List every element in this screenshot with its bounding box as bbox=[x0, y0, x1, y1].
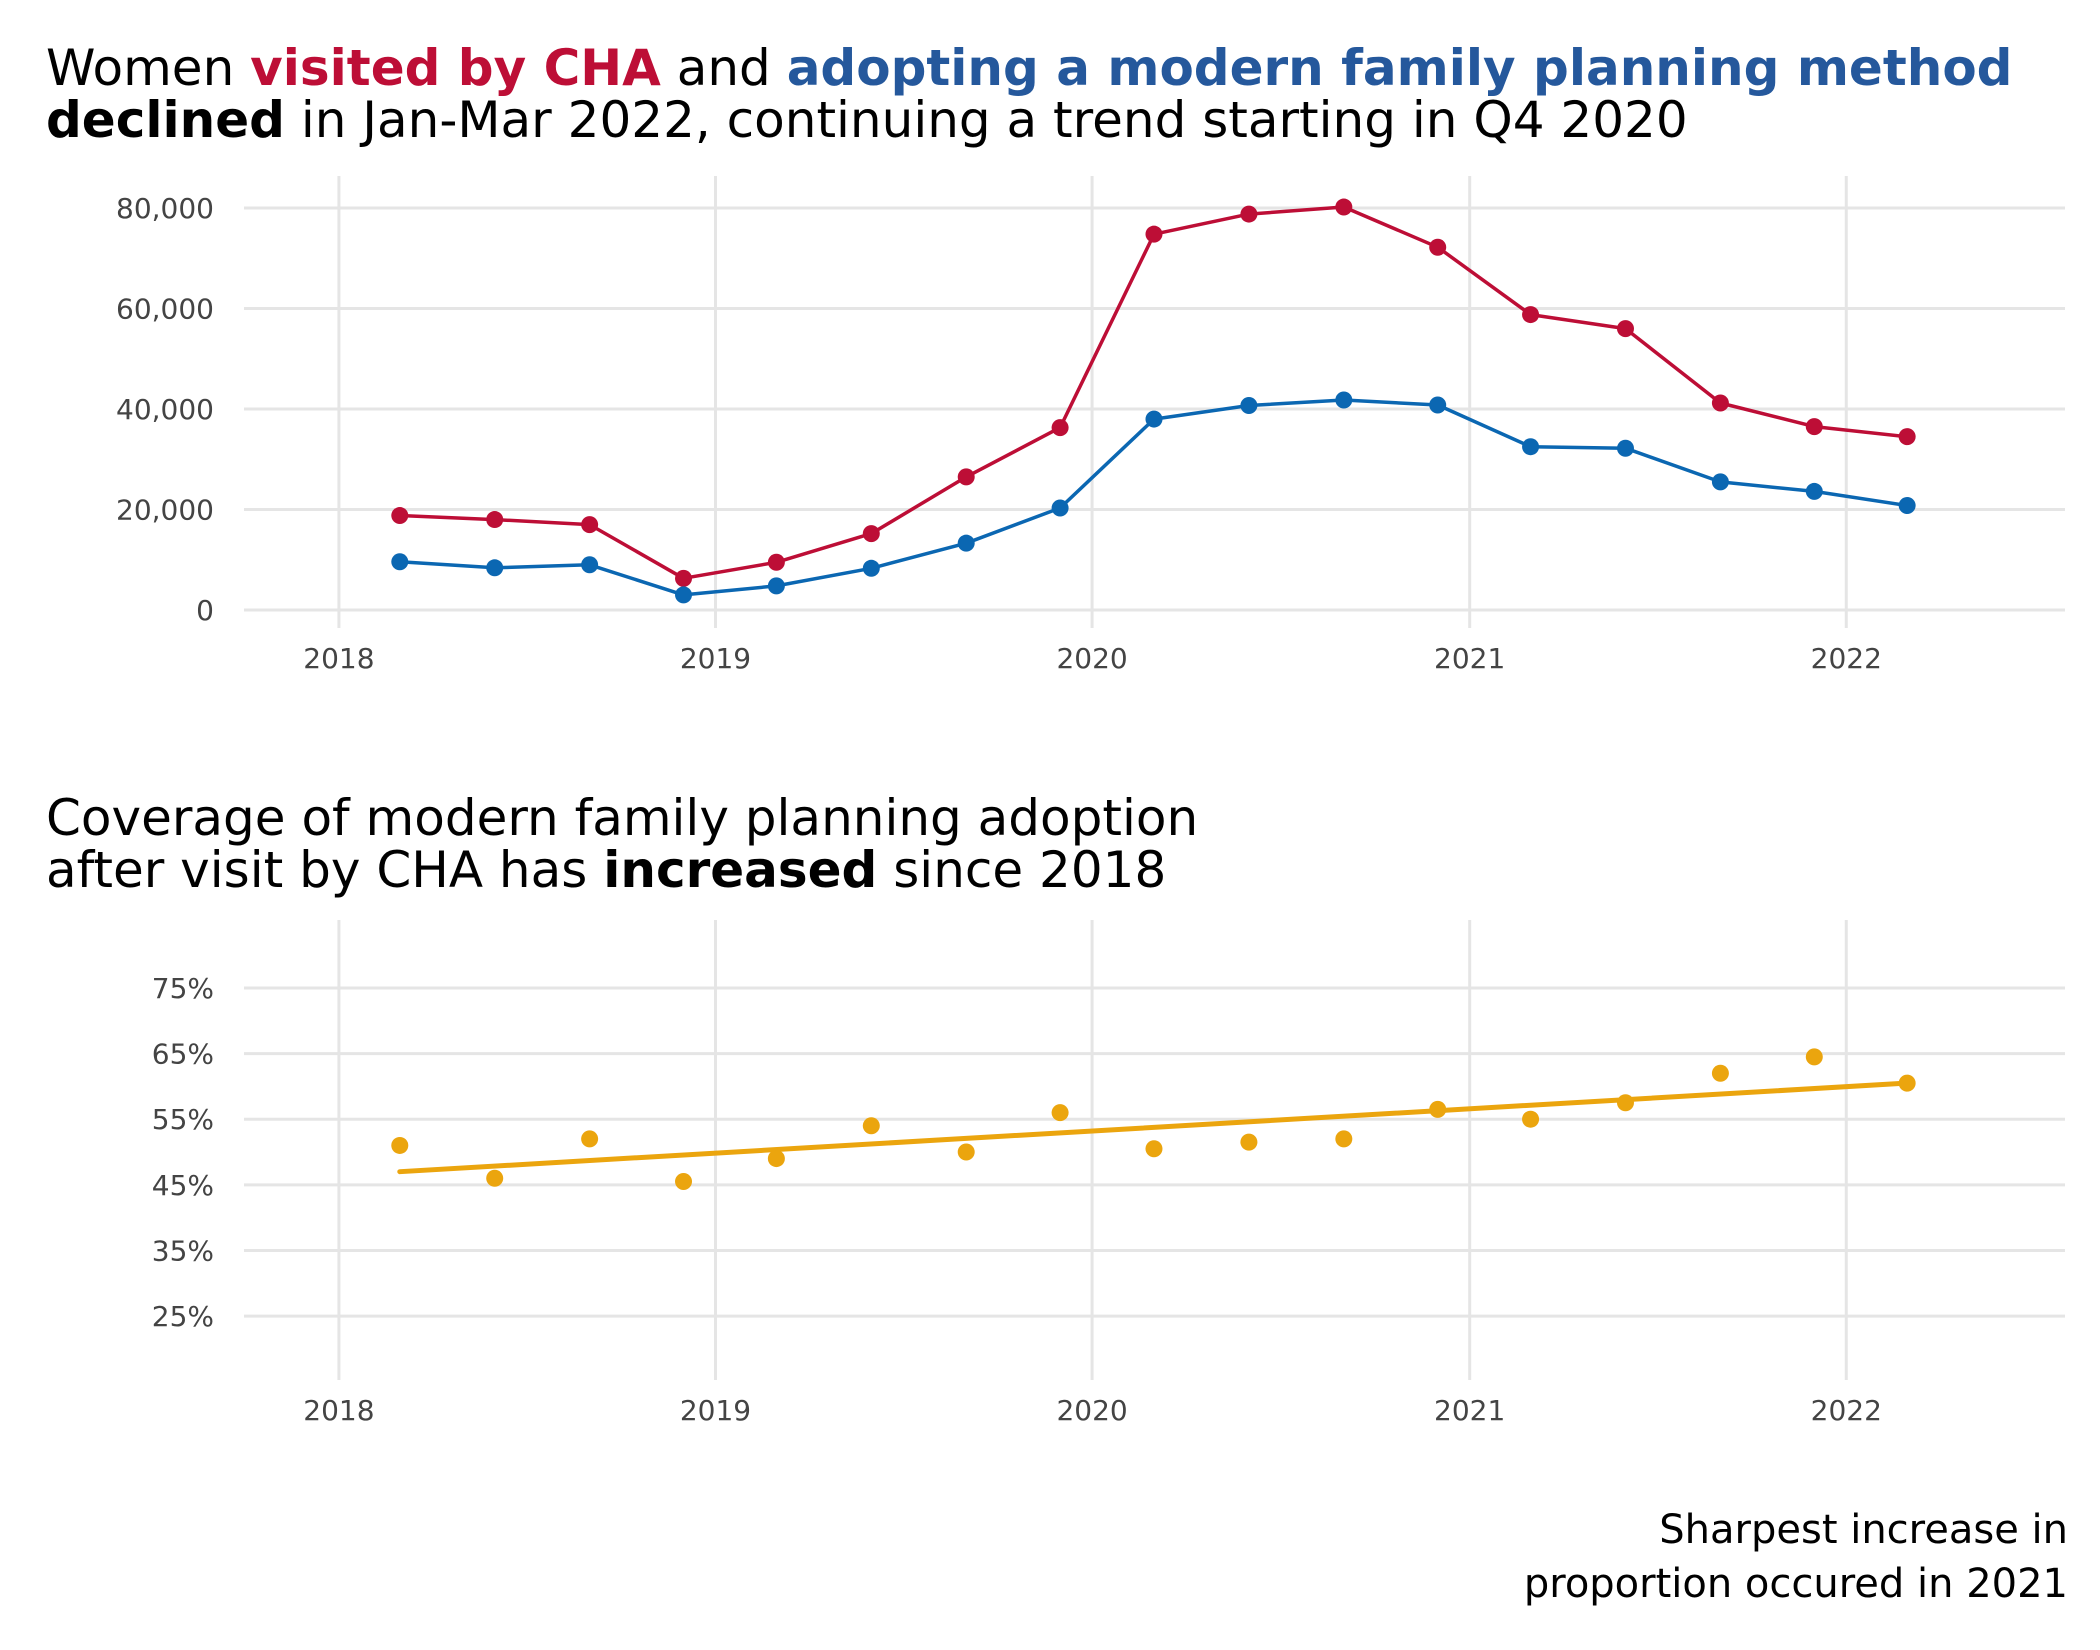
top-chart-xtick-label: 2020 bbox=[1056, 642, 1127, 675]
bottom-scatter-chart: 25% 35% 45% 55% 65% 75% 2018 2019 2020 2021 2022 bbox=[152, 920, 2065, 1427]
top-title-line2: declined in Jan-Mar 2022, continuing a t… bbox=[46, 94, 2012, 146]
title-increased-bold: increased bbox=[603, 841, 878, 899]
bottom-title-line1: Coverage of modern family planning adopt… bbox=[46, 789, 1199, 847]
top-chart-series-0-point bbox=[1335, 198, 1353, 216]
title-text: in Jan-Mar 2022, continuing a trend star… bbox=[284, 91, 1688, 149]
top-chart-series-0-point bbox=[391, 507, 409, 525]
top-chart-series-0-point bbox=[1145, 225, 1163, 243]
top-chart-series-0-point bbox=[581, 516, 599, 534]
bottom-chart-ytick-label: 45% bbox=[152, 1169, 214, 1202]
top-chart-ytick-label: 40,000 bbox=[116, 393, 214, 426]
bottom-chart-xtick-label: 2022 bbox=[1811, 1394, 1882, 1427]
bottom-chart-series-0-point bbox=[1145, 1140, 1163, 1158]
title-text: since 2018 bbox=[877, 841, 1167, 899]
caption-line1: Sharpest increase in bbox=[1659, 1507, 2068, 1553]
title-text: Women bbox=[46, 39, 251, 97]
top-chart-series-1-point bbox=[1898, 496, 1916, 514]
bottom-chart-ytick-label: 65% bbox=[152, 1038, 214, 1071]
top-chart-series-1-point bbox=[862, 559, 880, 577]
top-chart-series-1-point bbox=[1240, 397, 1258, 415]
bottom-chart-trend-line bbox=[397, 1080, 1910, 1175]
bottom-chart-series-0-point bbox=[767, 1150, 785, 1168]
top-chart-ytick-label: 60,000 bbox=[116, 293, 214, 326]
bottom-chart-ytick-label: 25% bbox=[152, 1300, 214, 1333]
title-text: and bbox=[660, 39, 787, 97]
top-chart-series-0-point bbox=[1240, 205, 1258, 223]
top-chart-series-0-point bbox=[767, 553, 785, 571]
bottom-chart-series-0-point bbox=[957, 1143, 975, 1161]
bottom-chart-xtick-label: 2019 bbox=[680, 1394, 751, 1427]
top-chart-ytick-label: 20,000 bbox=[116, 494, 214, 527]
top-chart-series-0-point bbox=[1429, 238, 1447, 256]
bottom-chart-series-0-point bbox=[1335, 1130, 1353, 1148]
top-chart-series-0-point bbox=[1898, 428, 1916, 446]
top-chart-xtick-label: 2021 bbox=[1434, 642, 1505, 675]
top-chart-series-1-point bbox=[1711, 473, 1729, 491]
bottom-chart-xtick-label: 2018 bbox=[303, 1394, 374, 1427]
bottom-chart-series-0-point bbox=[1711, 1064, 1729, 1082]
top-chart-series-1-point bbox=[581, 556, 599, 574]
top-chart-series-1-point bbox=[1805, 482, 1823, 500]
top-chart-xtick-label: 2018 bbox=[303, 642, 374, 675]
top-title-line1: Women visited by CHA and adopting a mode… bbox=[46, 42, 2012, 94]
top-chart-series-0-point bbox=[862, 525, 880, 543]
top-chart-series-1-point bbox=[1616, 439, 1634, 457]
bottom-chart-xtick-label: 2021 bbox=[1434, 1394, 1505, 1427]
bottom-chart-series-0-point bbox=[1898, 1074, 1916, 1092]
bottom-chart-series-0-point bbox=[1240, 1133, 1258, 1151]
top-chart-ytick-label: 80,000 bbox=[116, 192, 214, 225]
top-chart-series-0-point bbox=[1616, 320, 1634, 338]
title-visited-highlight: visited by CHA bbox=[250, 39, 661, 97]
bottom-chart-series-0-point bbox=[1616, 1094, 1634, 1112]
top-chart-series-0-point bbox=[1805, 418, 1823, 436]
bottom-chart-series-0-point bbox=[675, 1173, 693, 1191]
top-chart-series-0-point bbox=[675, 569, 693, 587]
top-chart-series-0-line bbox=[399, 205, 1908, 581]
bottom-chart-series-0-point bbox=[486, 1169, 504, 1187]
top-chart-series-1-point bbox=[675, 586, 693, 604]
top-chart-series-1-line bbox=[399, 398, 1908, 597]
bottom-chart-ytick-label: 55% bbox=[152, 1103, 214, 1136]
bottom-chart-series-0-point bbox=[1051, 1104, 1069, 1122]
top-chart-series-0-point bbox=[1051, 419, 1069, 437]
top-chart-series-1-point bbox=[1522, 438, 1540, 456]
top-chart-series-0-point bbox=[486, 511, 504, 529]
top-chart-series-1-point bbox=[486, 559, 504, 577]
top-chart-series-1-point bbox=[1145, 410, 1163, 428]
title-adopting-highlight: adopting a modern family planning method bbox=[786, 39, 2013, 97]
bottom-chart-title: Coverage of modern family planning adopt… bbox=[46, 792, 1198, 896]
bottom-chart-xtick-label: 2020 bbox=[1056, 1394, 1127, 1427]
top-chart-ytick-label: 0 bbox=[196, 594, 214, 627]
title-text: after visit by CHA has bbox=[46, 841, 604, 899]
bottom-chart-series-0-point bbox=[1522, 1110, 1540, 1128]
caption-line2: proportion occured in 2021 bbox=[1523, 1561, 2068, 1607]
bottom-chart-series-0-point bbox=[1429, 1100, 1447, 1118]
bottom-title-line2: after visit by CHA has increased since 2… bbox=[46, 844, 1198, 896]
top-chart-series-1-point bbox=[391, 553, 409, 571]
top-chart-series-1-point bbox=[1429, 396, 1447, 414]
top-chart-series-0-point bbox=[957, 468, 975, 486]
top-chart-series-1-point bbox=[1335, 391, 1353, 409]
top-chart-series-1-point bbox=[1051, 499, 1069, 517]
bottom-chart-series-0-point bbox=[581, 1130, 599, 1148]
top-chart-xtick-label: 2019 bbox=[680, 642, 751, 675]
top-chart-series-1-point bbox=[957, 534, 975, 552]
bottom-chart-series-0-point bbox=[862, 1117, 880, 1135]
title-declined-bold: declined bbox=[46, 91, 285, 149]
bottom-chart-ytick-label: 35% bbox=[152, 1234, 214, 1267]
top-chart-xtick-label: 2022 bbox=[1811, 642, 1882, 675]
top-chart-title: Women visited by CHA and adopting a mode… bbox=[46, 42, 2012, 146]
chart-caption: Sharpest increase in proportion occured … bbox=[1524, 1503, 2068, 1611]
top-line-chart: 0 20,000 40,000 60,000 80,000 2018 2019 2020 202… bbox=[116, 176, 2065, 675]
bottom-chart-ytick-label: 75% bbox=[152, 972, 214, 1005]
top-chart-series-1-point bbox=[767, 577, 785, 595]
bottom-chart-series-0-point bbox=[1805, 1048, 1823, 1066]
top-chart-series-0-point bbox=[1522, 306, 1540, 324]
top-chart-series-0-point bbox=[1711, 394, 1729, 412]
bottom-chart-series-0-point bbox=[391, 1136, 409, 1154]
